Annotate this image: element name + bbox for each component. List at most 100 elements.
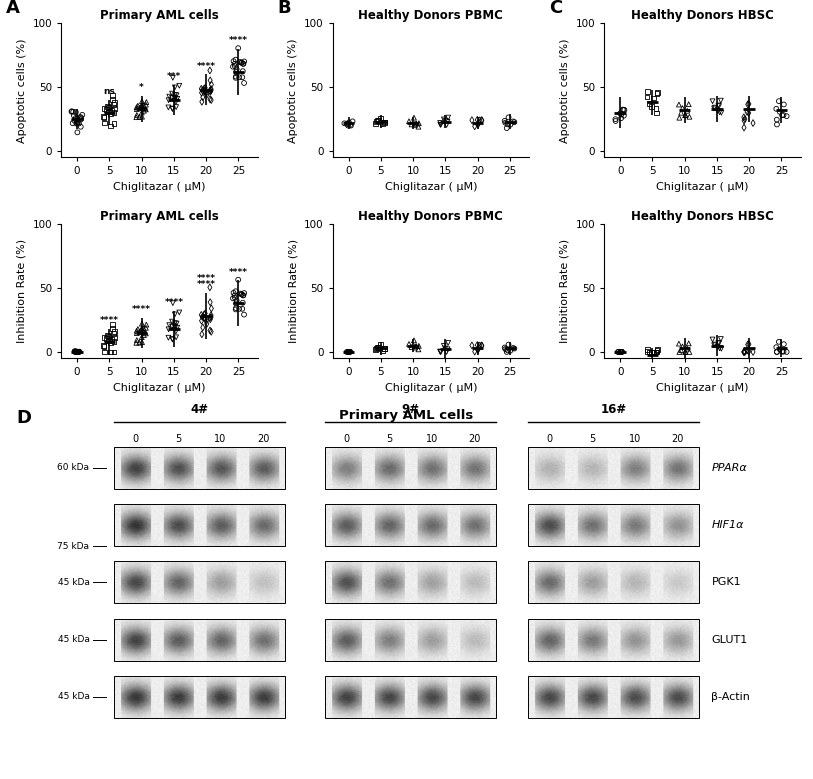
Point <box>715 94 728 107</box>
Point <box>71 346 84 358</box>
Point <box>205 83 218 95</box>
Point <box>440 346 453 358</box>
Text: 20: 20 <box>468 434 480 443</box>
Point <box>641 86 654 98</box>
Point <box>771 346 784 358</box>
Point <box>371 341 384 354</box>
Point <box>228 58 241 70</box>
Point <box>780 110 793 122</box>
Point <box>137 99 150 111</box>
Point <box>341 118 354 130</box>
Point <box>402 338 415 351</box>
Text: 10: 10 <box>426 434 438 443</box>
Point <box>344 346 357 358</box>
Point <box>137 101 150 114</box>
Point <box>108 96 121 108</box>
Text: β-Actin: β-Actin <box>711 692 750 702</box>
Point <box>198 84 211 97</box>
Point <box>343 346 356 358</box>
Point <box>72 118 85 130</box>
Point <box>675 344 688 357</box>
Point <box>472 118 485 130</box>
Point <box>198 313 211 326</box>
Point <box>72 346 85 358</box>
Point <box>162 94 175 107</box>
Point <box>104 337 117 349</box>
Point <box>650 86 663 99</box>
Point <box>75 111 88 124</box>
Text: ****: **** <box>229 268 248 277</box>
Point <box>229 54 242 66</box>
Point <box>69 345 82 358</box>
Point <box>237 289 250 301</box>
Point <box>69 106 82 118</box>
Point <box>237 308 250 321</box>
Point <box>227 55 240 68</box>
Point <box>72 117 85 129</box>
Point <box>237 77 250 90</box>
Point <box>229 303 242 315</box>
Point <box>198 86 211 98</box>
Point <box>198 308 211 321</box>
Point <box>641 343 654 355</box>
Point <box>407 334 420 347</box>
Point <box>615 346 628 358</box>
Point <box>135 100 148 113</box>
Point <box>107 98 120 111</box>
Point <box>645 100 658 113</box>
Point <box>198 82 211 94</box>
Point <box>342 346 355 358</box>
Point <box>433 117 446 129</box>
Point <box>228 291 241 304</box>
Point <box>715 343 728 355</box>
Point <box>71 346 84 358</box>
Point <box>473 340 486 352</box>
Point <box>200 86 213 99</box>
Point <box>173 79 186 92</box>
Point <box>170 89 183 101</box>
Point <box>205 309 218 322</box>
Text: 0: 0 <box>343 434 350 443</box>
Point <box>499 343 512 355</box>
Point <box>408 341 421 354</box>
Point <box>198 83 211 95</box>
Point <box>133 111 146 123</box>
Point <box>617 104 630 116</box>
Point <box>468 345 481 358</box>
Point <box>101 100 114 113</box>
Point <box>498 341 511 354</box>
Point <box>136 99 149 111</box>
Point <box>434 346 447 358</box>
Point <box>476 340 489 352</box>
Point <box>106 319 119 331</box>
Text: 20: 20 <box>672 434 684 443</box>
Text: D: D <box>16 409 31 427</box>
Point <box>439 115 452 127</box>
Point <box>163 319 176 331</box>
Point <box>168 81 181 93</box>
Point <box>139 322 152 334</box>
Point <box>198 312 211 324</box>
Point <box>712 100 725 112</box>
Point <box>235 56 248 69</box>
Point <box>770 103 783 115</box>
Point <box>166 92 179 104</box>
Point <box>162 323 175 336</box>
Point <box>229 72 242 84</box>
Point <box>98 340 111 353</box>
Point <box>500 346 513 358</box>
Point <box>440 118 453 131</box>
Text: C: C <box>549 0 563 17</box>
Point <box>76 108 89 121</box>
Point <box>232 42 245 55</box>
Point <box>203 93 216 105</box>
Point <box>408 340 421 353</box>
Point <box>437 340 450 352</box>
Point <box>139 103 152 115</box>
Point <box>137 329 150 341</box>
Point <box>68 346 81 358</box>
Point <box>98 102 111 115</box>
Point <box>71 112 84 125</box>
Point <box>647 346 660 358</box>
Point <box>75 113 88 125</box>
